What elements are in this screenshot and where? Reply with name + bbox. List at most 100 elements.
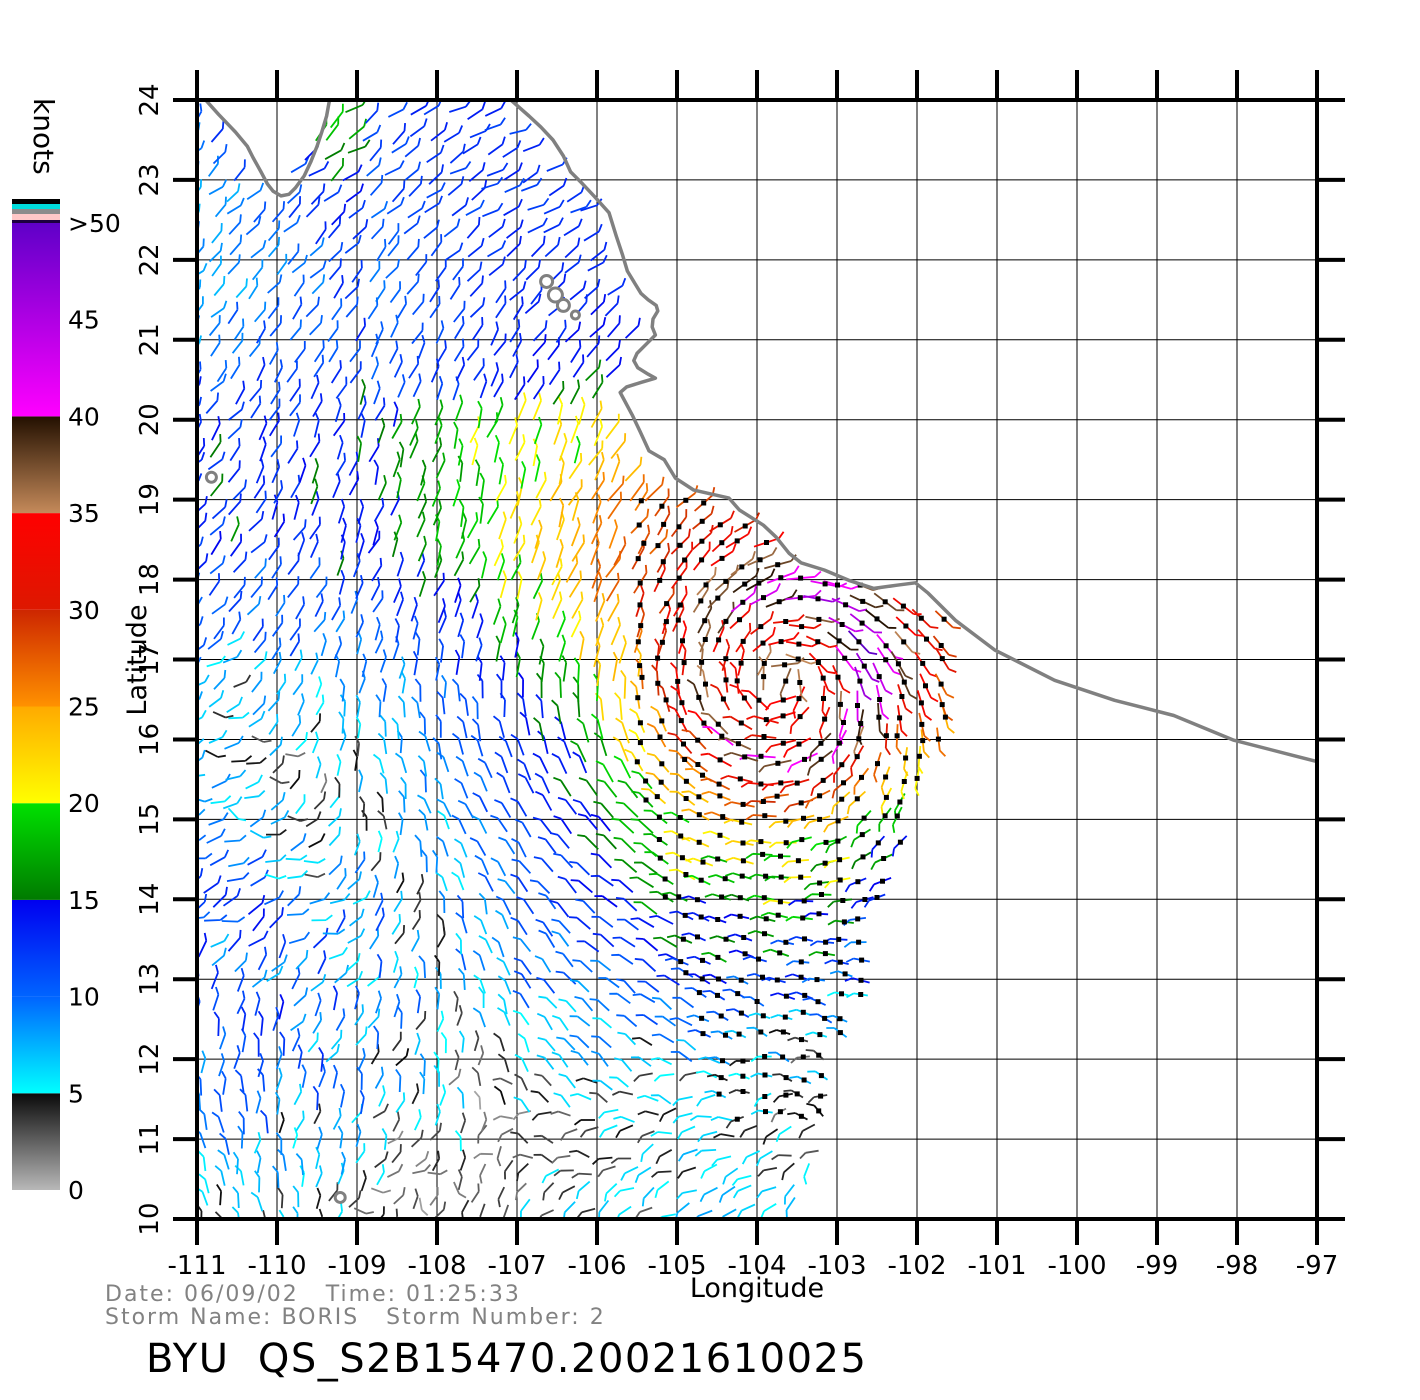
storm-cell-dot xyxy=(763,916,769,922)
colorbar-segment xyxy=(12,996,60,1094)
wind-vector xyxy=(310,183,326,205)
wind-vector xyxy=(429,295,441,319)
wind-vector xyxy=(802,997,826,1006)
storm-cell-dot xyxy=(883,794,889,800)
wind-vector xyxy=(714,564,739,591)
storm-cell-dot xyxy=(822,860,828,866)
wind-vector xyxy=(723,913,750,920)
wind-vector xyxy=(289,394,301,417)
wind-vector xyxy=(386,1163,404,1178)
wind-vector xyxy=(653,561,666,593)
wind-vector xyxy=(349,340,361,363)
colorbar-tick-label: >50 xyxy=(68,209,121,238)
wind-vector xyxy=(578,630,585,661)
wind-vector xyxy=(511,837,527,858)
storm-cell-dot xyxy=(855,703,860,708)
wind-vector xyxy=(614,858,638,873)
wind-vector xyxy=(606,475,625,502)
wind-vector xyxy=(624,317,641,339)
wind-vector xyxy=(255,1090,262,1114)
wind-vector xyxy=(538,638,545,665)
y-tick-label: 12 xyxy=(135,1043,165,1076)
wind-vector xyxy=(486,498,499,525)
wind-vector xyxy=(197,553,209,572)
wind-vector xyxy=(532,320,548,342)
storm-cell-dot xyxy=(818,1093,824,1099)
storm-cell-dot xyxy=(637,663,643,669)
wind-vector xyxy=(313,611,327,633)
wind-vector xyxy=(410,1129,424,1148)
wind-vector xyxy=(552,380,565,405)
storm-cell-dot xyxy=(720,814,726,820)
wind-vector xyxy=(531,1111,552,1121)
storm-cell-dot xyxy=(735,991,741,997)
wind-vector xyxy=(564,321,582,343)
wind-vector xyxy=(358,769,364,793)
wind-vector xyxy=(246,595,262,616)
wind-vector xyxy=(458,499,465,528)
wind-vector xyxy=(254,1170,261,1193)
wind-vector xyxy=(439,1084,447,1106)
storm-cell-dot xyxy=(901,639,907,645)
storm-cell-dot xyxy=(696,794,702,800)
x-tick-label: -107 xyxy=(487,1251,546,1281)
storm-cell-dot xyxy=(635,639,641,645)
storm-cell-dot xyxy=(859,957,865,963)
wind-vector xyxy=(473,974,486,994)
wind-vector xyxy=(634,483,649,511)
wind-vector xyxy=(762,1128,779,1145)
wind-vector xyxy=(272,651,282,675)
wind-vector xyxy=(749,583,781,606)
wind-vector xyxy=(630,1056,652,1067)
wind-vector xyxy=(374,397,386,421)
wind-vector xyxy=(384,160,405,176)
wind-vector xyxy=(287,576,300,598)
storm-cell-dot xyxy=(841,720,846,725)
wind-vector xyxy=(211,223,223,244)
storm-cell-dot xyxy=(738,977,744,983)
wind-vector xyxy=(480,1111,488,1132)
wind-vector xyxy=(197,262,208,276)
storm-cell-dot xyxy=(919,721,925,727)
storm-cell-dot xyxy=(701,720,707,726)
wind-vector xyxy=(654,488,670,517)
wind-vector xyxy=(210,120,225,143)
wind-vector xyxy=(342,164,363,182)
storm-cell-dot xyxy=(796,741,802,747)
storm-cell-dot xyxy=(758,1029,764,1035)
wind-vector xyxy=(644,476,665,502)
wind-vector xyxy=(390,314,399,338)
storm-cell-dot xyxy=(897,839,903,845)
storm-cell-dot xyxy=(875,761,880,767)
wind-vector xyxy=(592,494,602,524)
x-axis-title: Longitude xyxy=(690,1273,824,1304)
wind-vector xyxy=(566,184,586,203)
wind-vector xyxy=(472,1007,486,1028)
wind-vector xyxy=(210,933,230,948)
wind-vector xyxy=(233,159,246,182)
wind-vector xyxy=(209,849,230,867)
wind-vector xyxy=(234,1165,245,1186)
x-tick-label: -104 xyxy=(727,1251,786,1281)
wind-vector xyxy=(207,630,224,650)
storm-cell-dot xyxy=(783,678,789,684)
storm-cell-dot xyxy=(783,840,789,846)
wind-vector xyxy=(509,319,521,343)
wind-vector xyxy=(471,180,488,201)
wind-vector xyxy=(366,157,382,177)
storm-cell-dot xyxy=(777,899,783,905)
wind-vector xyxy=(277,1187,284,1209)
wind-vector xyxy=(497,1186,506,1208)
wind-vector xyxy=(233,576,246,599)
wind-vector xyxy=(229,438,241,462)
storm-cell-dot xyxy=(856,736,862,742)
storm-cell-dot xyxy=(741,695,747,701)
storm-cell-dot xyxy=(859,620,865,626)
wind-vector xyxy=(570,415,580,444)
wind-vector xyxy=(514,818,532,838)
storm-cell-dot xyxy=(734,678,740,684)
storm-cell-dot xyxy=(859,832,865,838)
wind-vector xyxy=(255,458,265,484)
wind-vector xyxy=(323,184,343,202)
storm-cell-dot xyxy=(881,856,887,861)
